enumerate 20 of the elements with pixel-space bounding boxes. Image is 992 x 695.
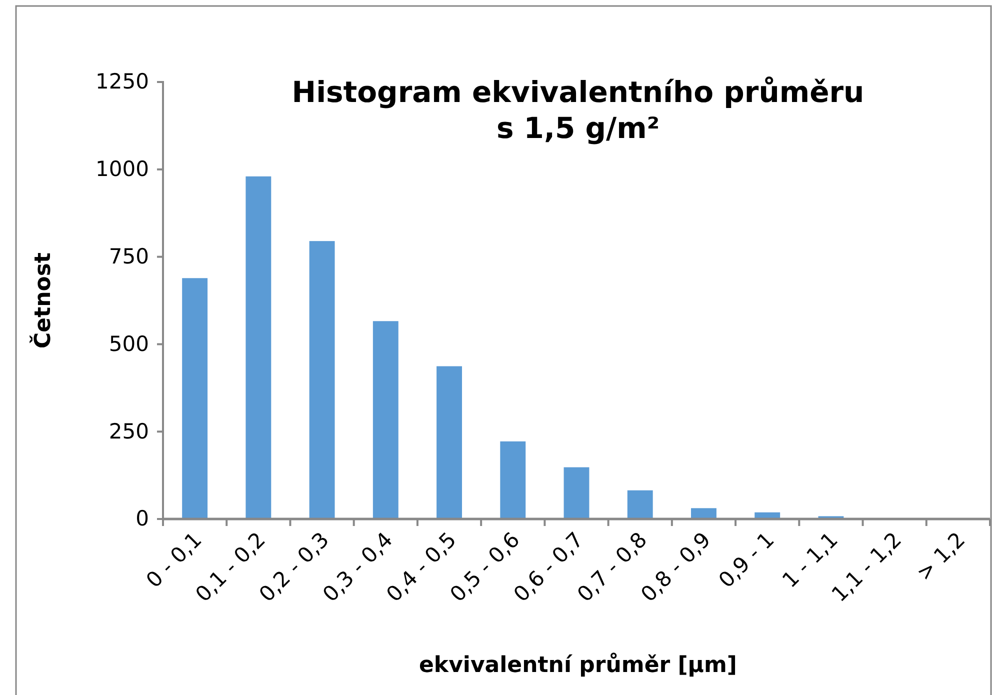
y-axis-title: Četnost: [29, 252, 56, 348]
x-axis-title: ekvivalentní průměr [μm]: [419, 652, 737, 678]
y-tick-label: 0: [136, 506, 149, 531]
bar: [564, 467, 590, 519]
y-tick-label: 250: [108, 419, 149, 444]
chart-title: Histogram ekvivalentního průměru s 1,5 g/m²: [292, 75, 864, 145]
bar: [309, 241, 335, 519]
bar: [372, 321, 398, 519]
bar: [182, 278, 208, 519]
x-tick-label: 0,9 - 1: [714, 528, 779, 592]
y-tick-label: 1000: [96, 157, 149, 182]
y-tick-label: 750: [108, 244, 149, 269]
bar: [627, 490, 653, 519]
bar: [500, 441, 526, 519]
bar: [691, 508, 716, 519]
y-tick-label: 1250: [96, 70, 149, 94]
bar: [246, 176, 272, 519]
bar: [436, 366, 462, 519]
y-tick-label: 500: [108, 332, 149, 356]
x-tick-label: > 1,2: [912, 528, 970, 586]
